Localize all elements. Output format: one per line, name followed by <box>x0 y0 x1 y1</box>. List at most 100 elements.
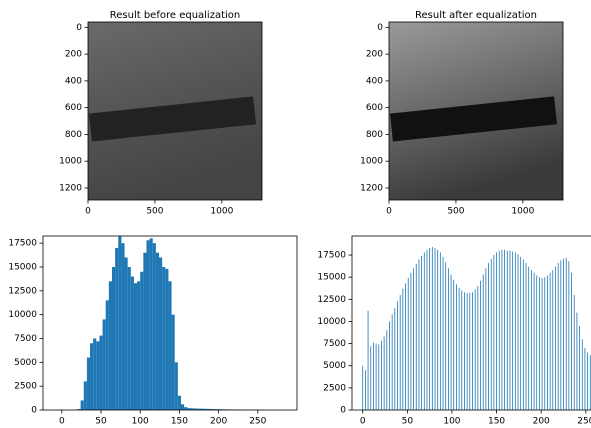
bar <box>429 247 431 410</box>
bar <box>544 277 546 410</box>
bar <box>143 252 147 410</box>
bar <box>206 408 210 410</box>
x-tick-label: 250 <box>249 417 266 427</box>
y-tick-label: 400 <box>65 76 82 86</box>
bar <box>155 252 160 410</box>
bar <box>391 314 393 410</box>
bar <box>140 271 144 410</box>
y-tick-label: 10000 <box>317 317 346 327</box>
y-tick-label: 17500 <box>317 251 346 261</box>
axes-frame <box>388 21 564 201</box>
bar <box>375 343 377 410</box>
bar <box>180 404 185 410</box>
bar <box>589 355 591 410</box>
bar <box>146 240 150 410</box>
bar <box>168 281 172 410</box>
bar <box>133 283 138 410</box>
bar <box>111 266 116 410</box>
y-tick-label: 0 <box>76 23 82 33</box>
y-tick-label: 1200 <box>360 183 383 193</box>
subplot: 0 500 1000 0 200 400 600 800 1000 1200 Result befo… <box>59 10 263 217</box>
y-tick-label: 200 <box>366 50 383 60</box>
bar <box>517 254 519 410</box>
bar <box>469 293 471 410</box>
bar <box>560 260 562 410</box>
bar <box>171 314 175 410</box>
bar <box>522 259 524 410</box>
y-tick-label: 5000 <box>14 358 37 368</box>
bar <box>394 308 396 410</box>
bar <box>187 408 191 410</box>
bar <box>528 266 530 410</box>
bar <box>447 268 449 410</box>
bar <box>530 270 532 410</box>
bar <box>190 408 194 410</box>
axes-frame <box>42 235 298 411</box>
bar <box>77 409 81 410</box>
y-tick-label: 15000 <box>8 262 37 272</box>
bar <box>137 281 141 410</box>
bar <box>397 301 398 410</box>
bar <box>434 247 436 410</box>
y-tick-label: 400 <box>366 76 383 86</box>
bar <box>477 286 479 410</box>
bar <box>512 251 514 410</box>
bar <box>506 250 508 410</box>
bar <box>485 268 487 410</box>
y-tick-label: 15000 <box>317 273 346 283</box>
bar <box>423 252 425 410</box>
bar <box>149 238 153 410</box>
bar <box>162 266 166 410</box>
bar <box>437 249 439 410</box>
bar <box>399 294 401 410</box>
bar <box>367 310 369 410</box>
y-tick-label: 600 <box>65 103 82 113</box>
bar <box>102 319 106 410</box>
x-tick-label: 0 <box>85 207 91 217</box>
x-tick-label: 0 <box>59 417 65 427</box>
subplot-title: Result before equalization <box>110 10 241 21</box>
bar <box>539 277 540 410</box>
bar <box>474 289 476 410</box>
bar <box>568 261 570 410</box>
bar <box>461 290 463 410</box>
bar <box>493 255 495 410</box>
image-after <box>389 22 563 200</box>
bar <box>565 257 567 410</box>
bar <box>576 312 578 410</box>
bar <box>571 272 572 410</box>
bar <box>381 340 382 410</box>
bar <box>196 408 200 410</box>
bar <box>482 274 484 410</box>
bar <box>108 281 112 410</box>
bar <box>520 256 522 410</box>
bar <box>514 252 516 410</box>
bar <box>536 275 538 410</box>
bar <box>199 408 203 410</box>
bar <box>456 284 457 410</box>
bar <box>418 259 420 410</box>
bar <box>573 294 575 410</box>
bar <box>581 339 583 410</box>
x-tick-label: 500 <box>146 207 163 217</box>
bar <box>549 272 551 410</box>
bar <box>83 381 87 410</box>
bar <box>415 263 417 410</box>
bar <box>99 335 103 410</box>
plate <box>389 96 558 142</box>
bar <box>552 270 554 410</box>
bar <box>472 292 473 410</box>
bar <box>579 325 580 410</box>
subplot-title: Result after equalization <box>415 10 537 21</box>
x-tick-label: 50 <box>95 417 107 427</box>
axes-frame <box>87 21 263 201</box>
y-tick-label: 12500 <box>8 286 37 296</box>
x-tick-label: 50 <box>402 417 414 427</box>
x-tick-label: 150 <box>171 417 188 427</box>
bar <box>386 330 388 410</box>
bar <box>383 336 385 410</box>
bar <box>373 342 374 410</box>
